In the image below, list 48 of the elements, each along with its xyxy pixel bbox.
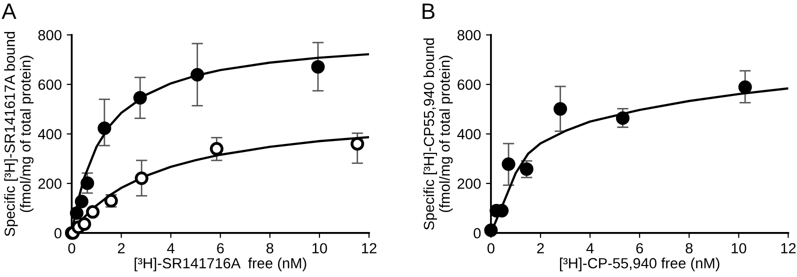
chart-title: A (2, 4, 16, 19)
y-tick-label: 400 (38, 129, 62, 140)
point (80, 176, 94, 190)
x-tick-label: 4 (167, 243, 174, 254)
point (133, 91, 147, 105)
x-tick-label: 6 (217, 243, 224, 254)
point (74, 194, 88, 208)
x-tick-label: 2 (537, 243, 544, 254)
y-tick-label: 200 (458, 178, 481, 189)
y-tick-label: 800 (458, 30, 481, 40)
y-tick-label: 200 (38, 178, 62, 189)
x-tick-label: 0 (487, 243, 494, 254)
x-tick-label: 12 (362, 243, 376, 254)
point (311, 60, 325, 74)
x-tick-label: 8 (266, 243, 274, 254)
point (134, 171, 148, 186)
y-axis-title: Specific [³H]-SR141617A bound (fmol/mg of total protein) (4, 32, 34, 236)
point (210, 142, 224, 156)
point (502, 157, 516, 171)
x-tick-label: 0 (68, 243, 76, 254)
chart-title: B (422, 4, 434, 19)
x-tick-label: 6 (636, 243, 644, 254)
point (86, 205, 100, 219)
point (738, 80, 752, 94)
x-tick-label: 12 (781, 243, 796, 254)
point (520, 162, 534, 176)
point (70, 206, 84, 220)
x-tick-label: 10 (312, 243, 328, 254)
y-tick-label: 0 (474, 228, 481, 238)
point (484, 223, 498, 237)
point (616, 111, 630, 125)
x-tick-label: 10 (732, 243, 746, 254)
y-tick-label: 600 (458, 80, 481, 90)
point (554, 102, 568, 116)
point (190, 68, 204, 82)
point (78, 217, 92, 231)
y-tick-label: 800 (38, 30, 62, 40)
y-tick-label: 0 (54, 228, 62, 238)
x-tick-label: 4 (586, 243, 594, 254)
x-tick-label: 2 (118, 243, 125, 254)
y-tick-label: 400 (457, 129, 481, 140)
point (350, 137, 364, 151)
x-tick-label: 8 (686, 243, 693, 254)
x-axis-title: [³H]-CP-55,940 free (nM) (560, 258, 720, 272)
point (98, 121, 112, 136)
y-axis-title: Specific [³H]-CP55,940 bound (fmol/mg of total protein) (423, 38, 453, 230)
x-axis-title: [³H]-SR141716A free (nM) (134, 258, 306, 272)
y-tick-label: 600 (38, 80, 62, 90)
